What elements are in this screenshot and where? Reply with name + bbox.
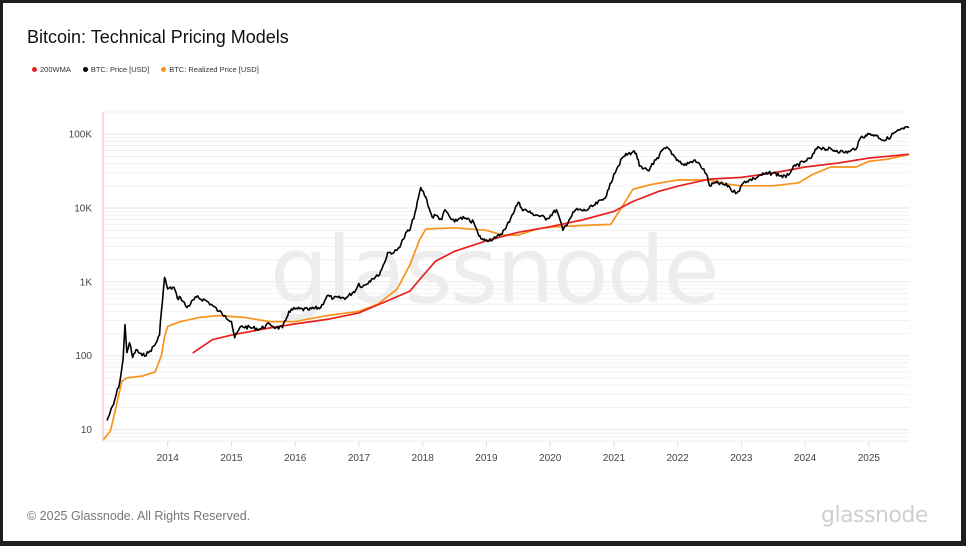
axes: 10 100 1K 10K 100K 2014 2015 2016 2017 2018 2019 20…: [69, 112, 909, 464]
x-tick-label: 2020: [539, 453, 562, 464]
x-tick-label: 2014: [157, 453, 180, 464]
x-tick-label: 2018: [412, 453, 435, 464]
x-tick-label: 2023: [730, 453, 753, 464]
x-tick-label: 2021: [603, 453, 626, 464]
series-lines: [103, 126, 910, 440]
legend-dot-icon: [82, 67, 88, 72]
series-price-line: [106, 126, 910, 421]
legend-dot-icon: [161, 67, 167, 72]
x-tick-label: 2017: [348, 453, 371, 464]
legend-label: BTC: Price [USD]: [90, 65, 150, 74]
legend-item-realized-price[interactable]: BTC: Realized Price [USD]: [161, 65, 259, 74]
legend-label: BTC: Realized Price [USD]: [169, 65, 259, 74]
copyright-text: © 2025 Glassnode. All Rights Reserved.: [27, 509, 251, 523]
x-tick-label: 2024: [794, 453, 817, 464]
brand-logo: glassnode: [821, 503, 928, 528]
legend-label: 200WMA: [40, 65, 71, 74]
chart-card: Bitcoin: Technical Pricing Models 200WMA…: [3, 3, 961, 541]
y-tick-label: 10K: [74, 204, 92, 215]
x-tick-label: 2022: [667, 453, 690, 464]
x-tick-label: 2015: [220, 453, 243, 464]
x-tick-label: 2025: [858, 453, 881, 464]
y-tick-label: 100K: [69, 130, 93, 141]
series-realized-price-line: [103, 153, 910, 440]
chart-legend: 200WMA BTC: Price [USD] BTC: Realized Pr…: [32, 65, 259, 74]
y-tick-label: 100: [75, 351, 92, 362]
legend-dot-icon: [32, 67, 37, 72]
x-tick-label: 2019: [475, 453, 498, 464]
legend-item-200wma[interactable]: 200WMA: [32, 65, 71, 74]
y-tick-label: 10: [81, 425, 93, 436]
x-tick-label: 2016: [284, 453, 307, 464]
watermark: glassnode: [270, 217, 718, 324]
page-title: Bitcoin: Technical Pricing Models: [27, 27, 289, 47]
legend-item-price[interactable]: BTC: Price [USD]: [82, 65, 150, 74]
y-tick-label: 1K: [80, 277, 93, 288]
